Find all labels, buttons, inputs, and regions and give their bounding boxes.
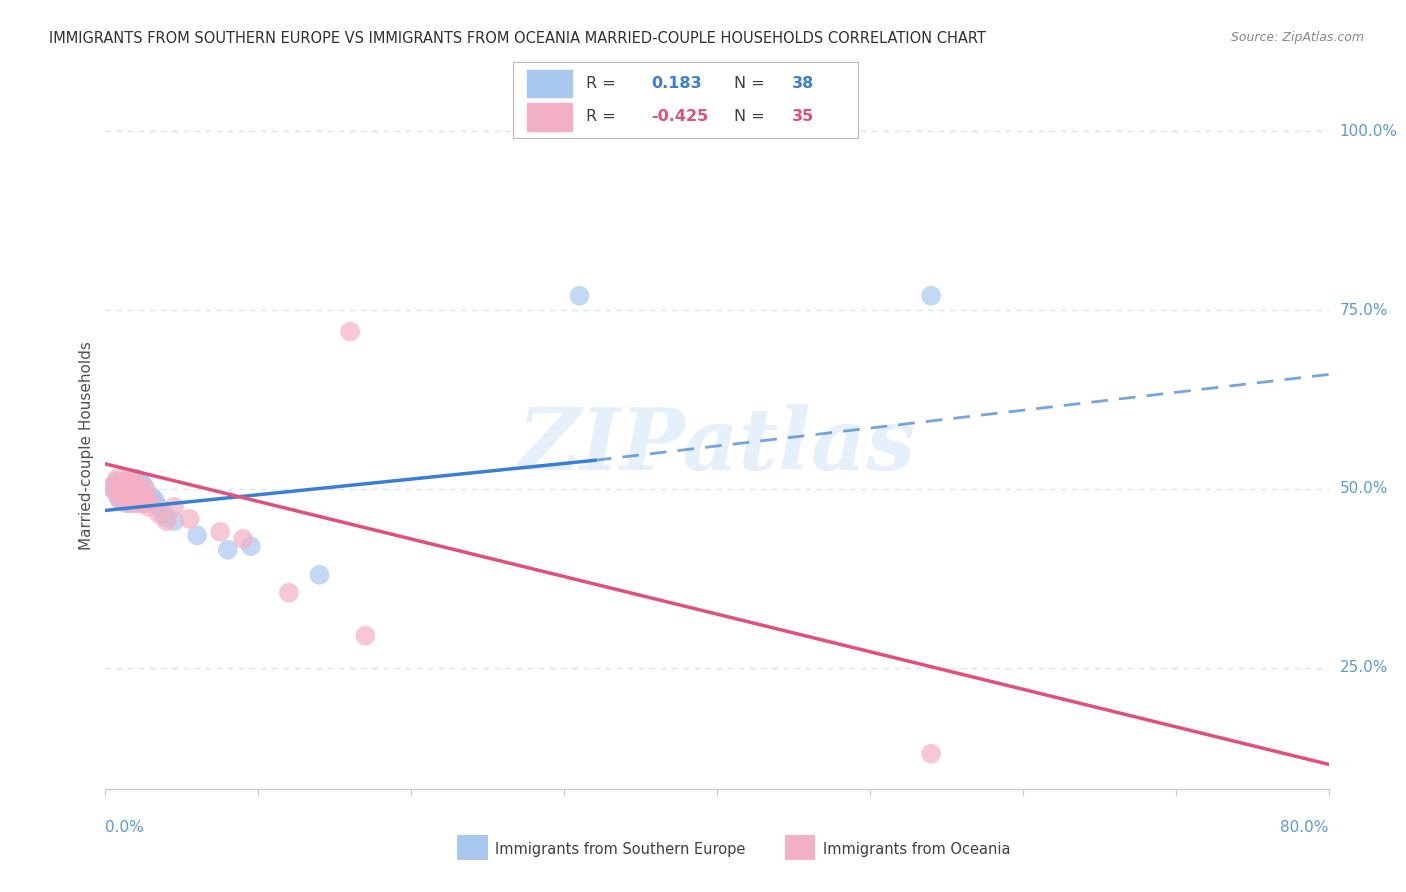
Text: 35: 35 [792,109,814,124]
Point [155,510,177,524]
Point [132,489,155,503]
Point [277,585,299,599]
Text: 50.0%: 50.0% [1340,482,1388,497]
Point [127,485,149,500]
Point [148,500,170,514]
Point [125,475,148,489]
Text: 38: 38 [792,76,814,91]
Point [111,485,134,500]
Point [101,478,124,492]
Point [110,492,132,507]
Point [134,482,156,496]
Point [117,471,139,485]
Point [155,514,177,528]
Point [135,489,157,503]
Bar [527,103,572,130]
Point [152,507,174,521]
Text: N =: N = [734,76,765,91]
Point [108,492,131,507]
Point [122,489,145,503]
Bar [527,70,572,97]
Point [148,507,170,521]
Point [124,489,146,503]
Point [308,567,330,582]
Text: 25.0%: 25.0% [1340,660,1388,675]
Point [354,629,377,643]
Point [114,496,136,510]
Point [129,489,152,503]
Point [232,532,254,546]
Text: R =: R = [585,76,616,91]
Point [117,478,139,492]
Text: ZIPatlas: ZIPatlas [517,404,917,488]
Point [920,747,942,761]
Point [128,496,150,510]
Text: -0.425: -0.425 [651,109,709,124]
Point [122,482,145,496]
Point [209,524,232,539]
Text: 0.0%: 0.0% [105,820,145,835]
Point [112,475,135,489]
Point [115,478,138,492]
Point [127,492,149,507]
Point [107,471,129,485]
Point [111,482,134,496]
Point [117,485,139,500]
Point [136,500,159,514]
Point [117,489,139,503]
Point [101,482,124,496]
Point [114,489,136,503]
Text: R =: R = [585,109,616,124]
Point [124,496,146,510]
Text: 100.0%: 100.0% [1340,124,1398,138]
Point [120,475,142,489]
Point [128,482,150,496]
Point [107,489,129,503]
Text: 0.183: 0.183 [651,76,702,91]
Point [217,542,239,557]
Point [105,475,128,489]
Point [163,514,186,528]
Point [239,539,262,553]
Point [105,485,128,500]
Text: N =: N = [734,109,765,124]
Point [568,289,591,303]
Point [110,478,132,492]
Point [186,528,208,542]
Point [141,496,163,510]
Point [339,325,361,339]
Point [122,475,145,489]
Point [129,475,152,489]
Point [118,485,141,500]
Point [114,485,136,500]
Text: Immigrants from Oceania: Immigrants from Oceania [823,842,1010,856]
Text: 80.0%: 80.0% [1281,820,1329,835]
Point [125,471,148,485]
Point [118,496,141,510]
Text: IMMIGRANTS FROM SOUTHERN EUROPE VS IMMIGRANTS FROM OCEANIA MARRIED-COUPLE HOUSEH: IMMIGRANTS FROM SOUTHERN EUROPE VS IMMIG… [49,31,986,46]
Point [122,482,145,496]
Point [108,478,131,492]
Point [920,289,942,303]
Point [115,475,138,489]
Point [143,492,166,507]
Point [134,496,156,510]
Point [132,478,155,492]
Point [115,482,138,496]
Text: 75.0%: 75.0% [1340,302,1388,318]
Point [112,489,135,503]
Y-axis label: Married-couple Households: Married-couple Households [79,342,94,550]
Point [110,485,132,500]
Point [141,489,163,503]
Point [179,512,201,526]
Text: Immigrants from Southern Europe: Immigrants from Southern Europe [495,842,745,856]
Point [118,496,141,510]
Point [132,496,155,510]
Text: Source: ZipAtlas.com: Source: ZipAtlas.com [1230,31,1364,45]
Point [163,500,186,514]
